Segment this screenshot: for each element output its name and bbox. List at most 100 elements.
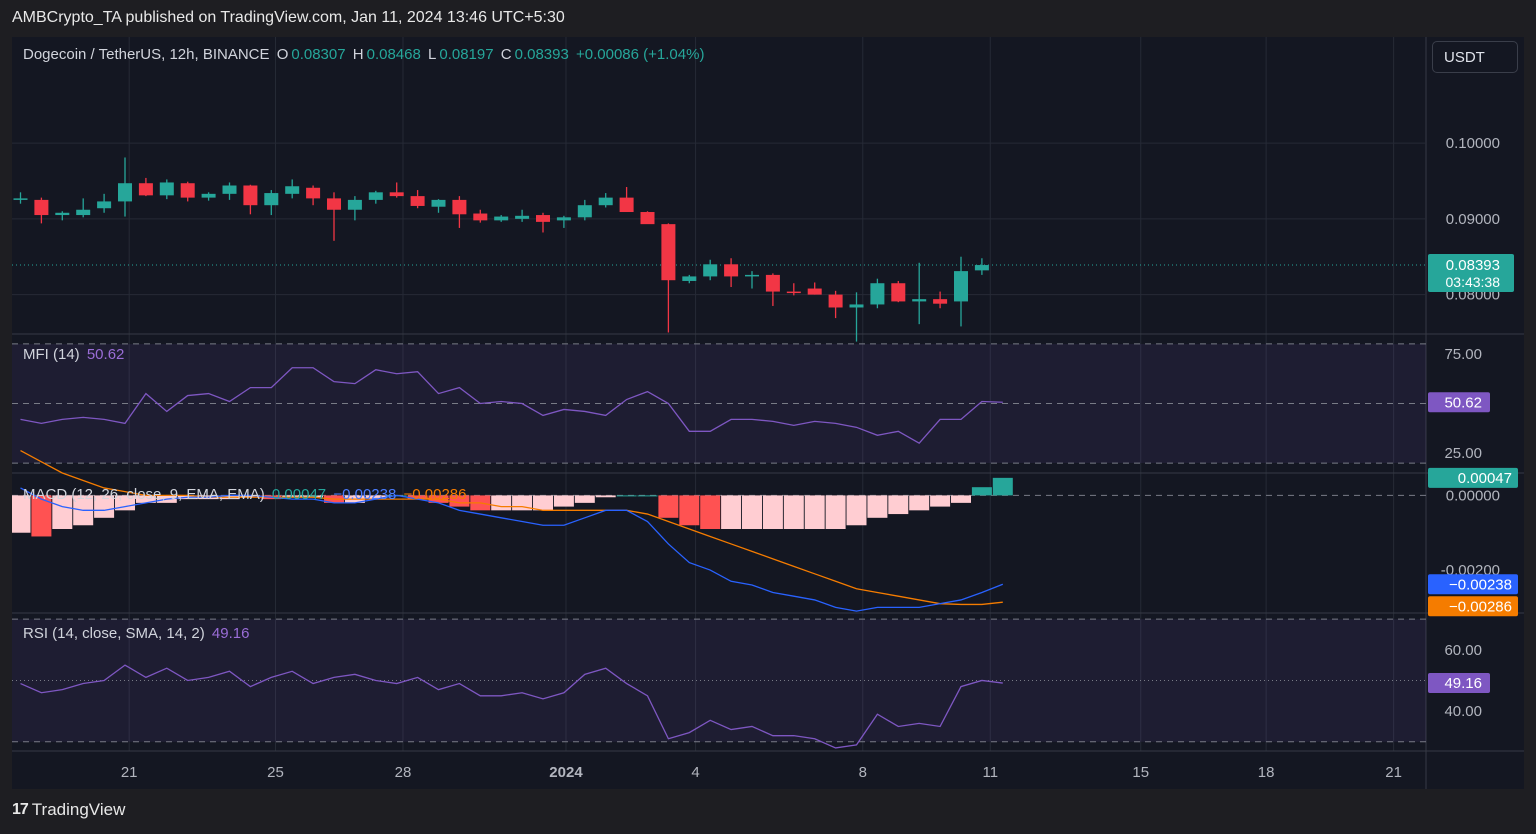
- macd-signal-line: [20, 450, 1003, 606]
- price-tick-label: 0.10000: [1446, 135, 1500, 152]
- currency-button[interactable]: USDT: [1432, 41, 1518, 73]
- macd-line-badge: [1428, 574, 1518, 595]
- macd-histogram-bar: [679, 495, 700, 526]
- rsi-value: 49.16: [211, 625, 250, 642]
- candle-body: [389, 192, 404, 197]
- macd-histogram-bar: [553, 495, 574, 507]
- last-price-value: 0.08393: [1446, 257, 1500, 274]
- countdown-value: 03:43:38: [1446, 274, 1501, 290]
- candle-body: [724, 264, 739, 277]
- macd-line: [20, 487, 1004, 612]
- macd-histogram-bar: [115, 495, 135, 511]
- footer-brand[interactable]: 17 TradingView: [12, 800, 125, 820]
- price-legend: Dogecoin / TetherUS, 12h, BINANCE O 0.083…: [23, 46, 707, 63]
- tradingview-logo: 17: [12, 801, 29, 818]
- macd-histogram-bar: [992, 477, 1013, 496]
- candle-body: [577, 205, 592, 218]
- macd-line-badge-text: −0.00238: [1449, 576, 1512, 593]
- low-label: L: [428, 46, 437, 63]
- rsi-badge-text: 49.16: [1444, 675, 1482, 692]
- x-tick-label: 2024: [549, 764, 583, 781]
- x-tick-label: 28: [395, 764, 412, 781]
- rsi-value-badge: [1428, 673, 1490, 694]
- candle-body: [933, 299, 948, 304]
- candle-body: [640, 212, 655, 225]
- candle-body: [180, 183, 195, 198]
- candle-body: [765, 274, 780, 292]
- macd-histogram-bar: [867, 495, 888, 518]
- mfi-tick-label: 25.00: [1444, 445, 1482, 462]
- macd-histogram-bar: [825, 495, 846, 529]
- macd-histogram-bar: [971, 487, 992, 496]
- x-tick-label: 21: [1385, 764, 1402, 781]
- open-label: O: [276, 46, 289, 63]
- candle-body: [368, 192, 383, 200]
- macd-signal-badge-text: −0.00286: [1449, 598, 1512, 615]
- candle-body: [807, 288, 822, 295]
- candle-body: [828, 294, 843, 308]
- candle-body: [159, 182, 174, 196]
- x-tick-label: 15: [1132, 764, 1149, 781]
- candle-body: [97, 201, 112, 209]
- candle-body: [306, 187, 321, 199]
- rsi-tick-label: 40.00: [1444, 703, 1482, 720]
- mfi-label[interactable]: MFI (14): [23, 346, 80, 363]
- candle-body: [870, 283, 885, 305]
- macd-histogram-bar: [804, 495, 825, 529]
- candle-body: [912, 299, 927, 302]
- candle-body: [13, 198, 28, 200]
- candle-body: [661, 224, 676, 281]
- close-value: 0.08393: [514, 46, 569, 63]
- symbol-label[interactable]: Dogecoin / TetherUS, 12h, BINANCE: [23, 46, 270, 63]
- macd-hist-badge: [1428, 467, 1518, 488]
- mfi-line: [20, 367, 1003, 445]
- candle-body: [682, 276, 697, 281]
- candle-body: [243, 185, 258, 206]
- macd-label[interactable]: MACD (12, 26, close, 9, EMA, EMA): [23, 486, 265, 503]
- candle-body: [452, 199, 467, 215]
- candle-body: [410, 196, 425, 206]
- macd-hist-badge-text: 0.00047: [1458, 470, 1512, 487]
- macd-histogram-bar: [888, 495, 909, 515]
- x-tick-label: 21: [121, 764, 138, 781]
- chart-svg[interactable]: 21 25 28 2024 4 8 11 15 18 210.080000.090000.1000…: [12, 37, 1524, 789]
- candle-body: [473, 213, 488, 221]
- macd-histogram-bar: [721, 495, 742, 529]
- macd-histogram-bar: [282, 495, 303, 498]
- macd-histogram-bar: [407, 495, 428, 500]
- macd-histogram-bar: [533, 495, 553, 511]
- x-tick-label: 11: [982, 764, 998, 781]
- macd-histogram-bar: [365, 495, 386, 500]
- candle-body: [745, 274, 759, 277]
- last-price-badge: [1428, 254, 1514, 293]
- open-value: 0.08307: [291, 46, 346, 63]
- macd-signal-badge: [1428, 596, 1518, 617]
- x-tick-label: 8: [859, 764, 867, 781]
- candle-body: [598, 197, 613, 206]
- change-value: +0.00086 (+1.04%): [576, 46, 705, 63]
- macd-histogram-bar: [637, 495, 658, 497]
- chart-area[interactable]: [12, 37, 1524, 789]
- high-value: 0.08468: [366, 46, 421, 63]
- candle-body: [118, 183, 132, 202]
- high-label: H: [352, 46, 364, 63]
- mfi-legend: MFI (14) 50.62: [23, 346, 127, 363]
- candle-body: [786, 291, 801, 294]
- candle-body: [327, 198, 341, 210]
- macd-histogram-bar: [930, 495, 951, 507]
- candle-body: [974, 265, 989, 271]
- macd-histogram-bar: [846, 495, 867, 526]
- candle-body: [954, 271, 968, 302]
- rsi-legend: RSI (14, close, SMA, 14, 2) 49.16: [23, 625, 252, 642]
- candle-body: [76, 209, 91, 216]
- rsi-label[interactable]: RSI (14, close, SMA, 14, 2): [23, 625, 205, 642]
- tradingview-brand: TradingView: [31, 800, 126, 819]
- candle-body: [264, 193, 279, 206]
- candle-body: [891, 283, 906, 302]
- macd-legend: MACD (12, 26, close, 9, EMA, EMA) 0.0004…: [23, 486, 469, 503]
- rsi-band-fill: [12, 619, 1426, 742]
- macd-histogram-bar: [31, 495, 52, 537]
- x-tick-label: 25: [267, 764, 284, 781]
- macd-histogram-bar: [574, 495, 595, 503]
- macd-histogram-bar: [240, 495, 261, 498]
